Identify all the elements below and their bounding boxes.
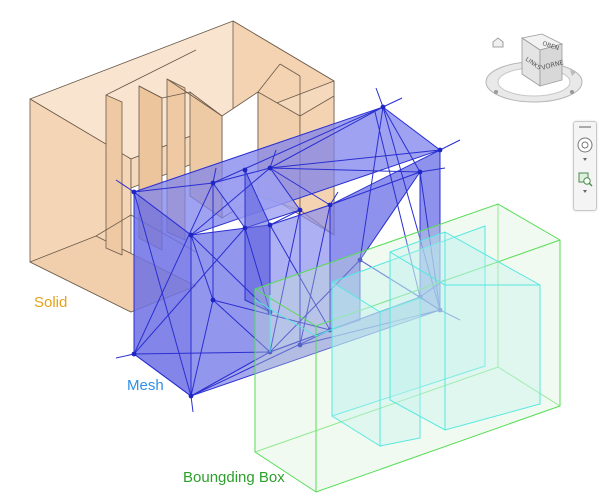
compass-marker [494, 90, 498, 94]
close-navbar-icon[interactable] [579, 125, 591, 130]
bounding-box-model [254, 203, 561, 493]
view-cube-icon[interactable]: OBEN LINKS VORNE [482, 30, 586, 110]
home-icon[interactable] [492, 37, 504, 48]
zoom-region-icon[interactable] [576, 170, 594, 188]
navigation-bar [573, 121, 597, 211]
mesh-label: Mesh [127, 377, 164, 394]
compass-marker [570, 90, 574, 94]
cube-top-text: OBEN [541, 40, 559, 52]
chevron-down-icon[interactable] [576, 156, 594, 164]
compass-marker [570, 70, 576, 76]
full-navigation-wheel-icon[interactable] [576, 136, 594, 154]
mesh-model [115, 87, 461, 413]
solid-label: Solid [34, 294, 68, 311]
chevron-down-icon[interactable] [576, 188, 594, 196]
cube-front-face[interactable] [539, 43, 563, 87]
bounding-box-label: Boungding Box [183, 469, 285, 486]
